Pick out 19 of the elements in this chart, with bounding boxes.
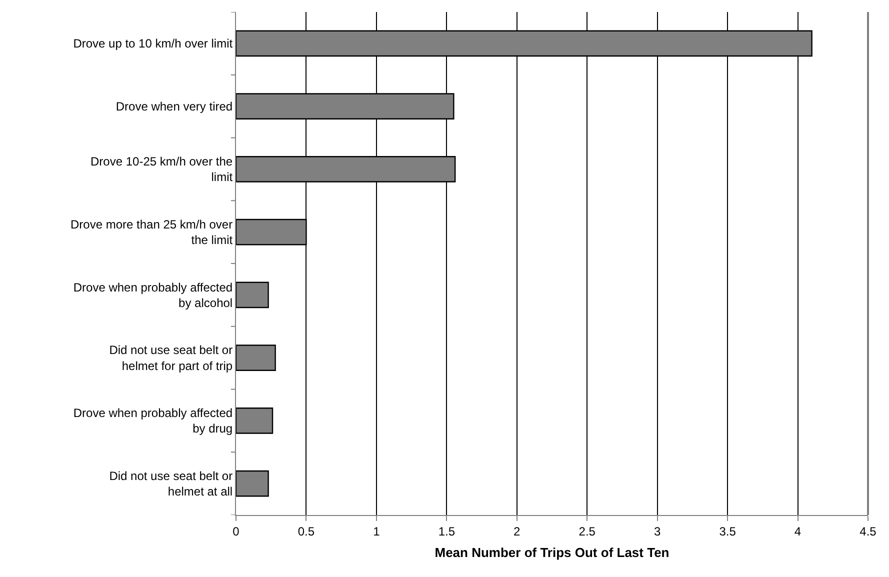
y-tick-label: Drove up to 10 km/h over limit [73,36,234,51]
y-tick-label: Did not use seat belt or helmet for part of trip [109,343,233,373]
y-tick-label: Drove when probably affected by drug [73,406,233,436]
x-tick-label: 2 [514,524,521,538]
x-tick-label: 3 [654,524,661,538]
x-tick-label: 3.5 [719,524,736,538]
x-tick-label: 0.5 [298,524,315,538]
x-axis-title: Mean Number of Trips Out of Last Ten [434,545,670,560]
y-tick-label: Drove when very tired [116,100,233,114]
x-tick-label: 1 [373,524,380,538]
x-tick-label: 0 [232,524,240,538]
x-tick-label: 1.5 [438,524,456,538]
x-tick-label: 2.5 [578,524,596,538]
x-tick-label: 4.5 [860,524,877,538]
y-tick-label: Drove more than 25 km/h over the limit [70,217,234,248]
y-tick-label: Drove when probably affected by alcohol [73,280,233,310]
x-tick-label: 4 [794,524,802,538]
y-tick-label: Drove 10-25 km/h over the limit [90,154,234,184]
y-tick-label: Did not use seat belt or helmet at all [109,468,233,499]
